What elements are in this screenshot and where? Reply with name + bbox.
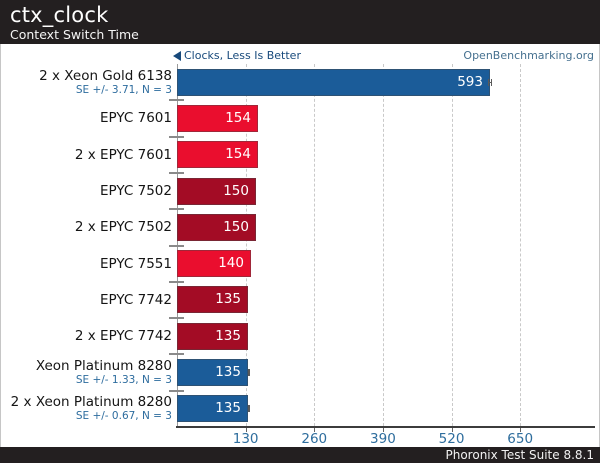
row-label-wrap: 2 x EPYC 7601 <box>1 137 172 173</box>
row-label-wrap: Xeon Platinum 8280 SE +/- 1.33, N = 3 <box>1 354 172 390</box>
less-is-better-label: Clocks, Less Is Better <box>173 49 301 62</box>
bar-value-label: 593 <box>457 73 483 90</box>
bar-value-label: 154 <box>225 146 251 163</box>
row-label: 2 x Xeon Gold 6138 <box>39 67 172 84</box>
x-axis-line <box>176 426 595 428</box>
row-divider-tick <box>169 99 184 102</box>
bar-value-label: 135 <box>215 291 241 308</box>
bar-value-label: 135 <box>215 327 241 344</box>
axis-tick-label: 390 <box>370 431 396 447</box>
axis-tick-label: 650 <box>507 431 534 447</box>
row-divider-tick <box>169 135 184 138</box>
footer-bar: Phoronix Test Suite 8.8.1 <box>0 447 600 463</box>
row-label: EPYC 7601 <box>100 110 172 127</box>
grid-line <box>245 64 247 426</box>
row-label: 2 x EPYC 7601 <box>74 146 172 163</box>
less-is-better-text: Clocks, Less Is Better <box>184 49 301 62</box>
bar: 150 <box>177 213 256 241</box>
bar-row: EPYC 7601 <box>1 100 599 136</box>
bar: 154 <box>177 104 258 132</box>
row-label-wrap: EPYC 7502 <box>1 173 172 209</box>
bar: 135 <box>177 395 248 423</box>
row-label-wrap: EPYC 7742 <box>1 282 172 318</box>
row-se-label: SE +/- 0.67, N = 3 <box>75 410 172 423</box>
row-divider-tick <box>169 317 184 320</box>
title-bar: ctx_clock Context Switch Time <box>0 0 600 44</box>
bar-value-label: 154 <box>225 109 251 126</box>
bar-row: 2 x EPYC 7601 <box>1 137 599 173</box>
error-whisker <box>488 78 492 86</box>
bar-row: 2 x EPYC 7502 <box>1 209 599 245</box>
row-divider-tick <box>169 353 184 356</box>
grid-line <box>314 64 316 426</box>
left-arrow-icon <box>173 50 181 61</box>
row-se-label: SE +/- 3.71, N = 3 <box>75 83 172 96</box>
axis-tick-label: 520 <box>438 431 465 447</box>
row-divider-tick <box>169 244 184 247</box>
row-divider-tick <box>169 389 184 392</box>
row-label-wrap: EPYC 7601 <box>1 100 172 136</box>
openbenchmarking-link[interactable]: OpenBenchmarking.org <box>463 49 594 62</box>
axis-tick <box>451 428 453 432</box>
row-label: 2 x Xeon Platinum 8280 <box>10 394 172 411</box>
row-label: EPYC 7551 <box>100 255 172 272</box>
bar-value-label: 135 <box>215 364 241 381</box>
bar: 135 <box>177 286 248 314</box>
row-se-label: SE +/- 1.33, N = 3 <box>75 374 172 387</box>
chart-title: ctx_clock <box>10 3 109 27</box>
row-divider-tick <box>169 208 184 211</box>
error-whisker <box>248 405 250 413</box>
grid-line <box>382 64 384 426</box>
row-label-wrap: EPYC 7551 <box>1 246 172 282</box>
bar: 140 <box>177 250 251 278</box>
axis-tick <box>314 428 316 432</box>
row-label-wrap: 2 x EPYC 7502 <box>1 209 172 245</box>
bar: 154 <box>177 141 258 169</box>
error-whisker <box>248 369 250 377</box>
grid-line <box>451 64 453 426</box>
row-divider-tick <box>169 280 184 283</box>
bar-value-label: 150 <box>223 218 249 235</box>
row-label: EPYC 7742 <box>100 291 172 308</box>
bar: 593 <box>177 68 490 96</box>
plot-area: 130 260 390 520 650 2 x Xeon Gold 6138 SE +/- … <box>1 64 599 447</box>
bar-row: 2 x Xeon Gold 6138 SE +/- 3.71, N = 3 <box>1 64 599 100</box>
row-label-wrap: 2 x Xeon Platinum 8280 SE +/- 0.67, N = 3 <box>1 391 172 427</box>
row-divider-tick <box>169 171 184 174</box>
bar: 150 <box>177 177 256 205</box>
grid-line <box>520 64 522 426</box>
chart-area: Clocks, Less Is Better OpenBenchmarking.… <box>0 44 600 447</box>
row-label: 2 x EPYC 7502 <box>74 219 172 236</box>
bar-row: EPYC 7742 <box>1 282 599 318</box>
row-label: Xeon Platinum 8280 <box>35 358 172 375</box>
row-label-wrap: 2 x EPYC 7742 <box>1 318 172 354</box>
chart-subtitle: Context Switch Time <box>10 27 139 42</box>
bar: 135 <box>177 322 248 350</box>
row-label: EPYC 7502 <box>100 183 172 200</box>
bar-row: EPYC 7502 <box>1 173 599 209</box>
axis-tick <box>382 428 384 432</box>
bar-row: Xeon Platinum 8280 SE +/- 1.33, N = 3 <box>1 354 599 390</box>
bar-row: 2 x Xeon Platinum 8280 SE +/- 0.67, N = 3 <box>1 391 599 427</box>
axis-tick <box>245 428 247 432</box>
bar-value-label: 135 <box>215 400 241 417</box>
bar: 135 <box>177 359 248 387</box>
bar-value-label: 150 <box>223 182 249 199</box>
bar-value-label: 140 <box>218 255 244 272</box>
bar-row: 2 x EPYC 7742 <box>1 318 599 354</box>
axis-tick-label: 260 <box>301 431 328 447</box>
row-label: 2 x EPYC 7742 <box>74 328 172 345</box>
pts-version-label: Phoronix Test Suite 8.8.1 <box>445 448 595 462</box>
axis-tick <box>520 428 522 432</box>
bar-row: EPYC 7551 <box>1 246 599 282</box>
axis-tick-label: 130 <box>232 431 259 447</box>
row-label-wrap: 2 x Xeon Gold 6138 SE +/- 3.71, N = 3 <box>1 64 172 100</box>
